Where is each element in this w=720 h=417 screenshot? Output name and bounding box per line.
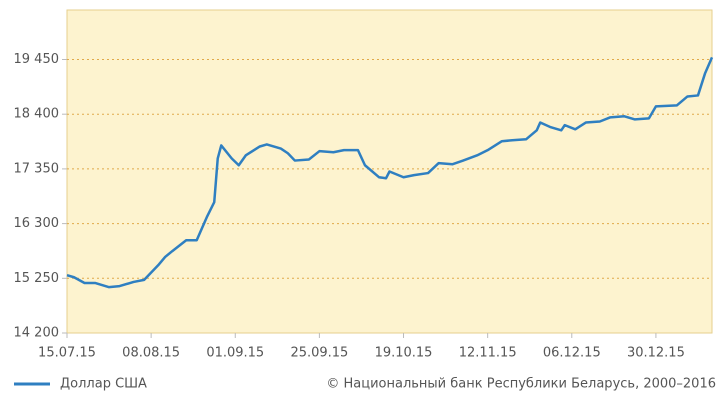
line	[66, 56, 714, 289]
legend-label: Доллар США	[60, 377, 147, 392]
x-tick-label: 25.09.15	[290, 346, 348, 361]
x-tick-label: 01.09.15	[206, 346, 264, 361]
x-tick-label: 06.12.15	[543, 346, 601, 361]
y-tick-label: 15 250	[14, 271, 60, 286]
y-tick-label: 16 300	[14, 216, 60, 231]
x-tick-label: 08.08.15	[122, 346, 180, 361]
x-tick-label: 12.11.15	[459, 346, 517, 361]
x-tick-label: 15.07.15	[38, 346, 96, 361]
y-tick-label: 19 450	[14, 52, 60, 67]
source: © Национальный банк Республики Беларусь,…	[326, 377, 716, 392]
y-tick-label: 17 350	[14, 161, 60, 176]
y-tick-label: 14 200	[14, 326, 60, 341]
x-tick-label: 30.12.15	[627, 346, 685, 361]
x-tick-label: 19.10.15	[375, 346, 433, 361]
y-tick-label: 18 400	[14, 107, 60, 122]
